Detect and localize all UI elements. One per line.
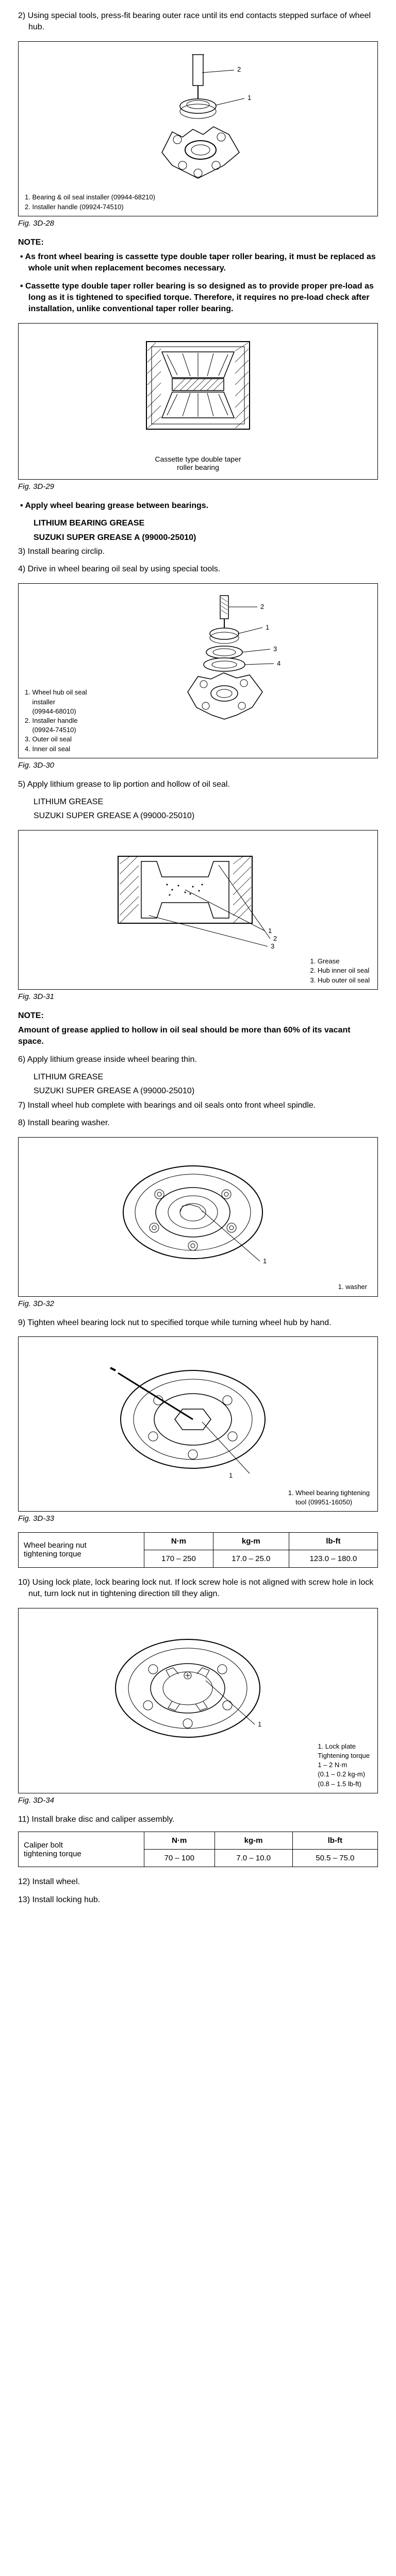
table-caliper-bolt-torque: Caliper bolt tightening torque N·m kg-m …	[18, 1832, 378, 1867]
figure-3d-30: 1 2 3 4 1. Wheel hub oil seal installer …	[18, 583, 378, 758]
svg-text:1: 1	[266, 623, 269, 631]
t1-h2: kg-m	[213, 1532, 289, 1550]
t1-rowlabel: Wheel bearing nut tightening torque	[19, 1532, 144, 1567]
diagram-oil-seal-drive: 1 2 3 4	[87, 591, 309, 736]
svg-text:1: 1	[248, 94, 251, 101]
svg-text:1: 1	[263, 1257, 267, 1265]
t2-v2: 7.0 – 10.0	[214, 1850, 292, 1867]
table-bearing-nut-torque: Wheel bearing nut tightening torque N·m …	[18, 1532, 378, 1568]
step-7: 7) Install wheel hub complete with beari…	[18, 1100, 378, 1111]
figure-3d-31: 1 2 3 1. Grease 2. Hub inner oil seal 3.…	[18, 830, 378, 990]
svg-text:2: 2	[273, 935, 277, 942]
t2-h1: N·m	[144, 1832, 214, 1850]
svg-text:3: 3	[271, 942, 274, 950]
t2-h3: lb-ft	[292, 1832, 377, 1850]
grease-spec-2: SUZUKI SUPER GREASE A (99000-25010)	[18, 532, 378, 544]
step-11: 11) Install brake disc and caliper assem…	[18, 1814, 378, 1825]
svg-text:1: 1	[229, 1471, 233, 1479]
diagram-cassette-bearing	[116, 331, 280, 450]
fig-30-legend: 1. Wheel hub oil seal installer (09944-6…	[25, 688, 87, 753]
t1-v2: 17.0 – 25.0	[213, 1550, 289, 1567]
step-4: 4) Drive in wheel bearing oil seal by us…	[18, 564, 378, 575]
step-6: 6) Apply lithium grease inside wheel bea…	[18, 1054, 378, 1065]
svg-text:1: 1	[258, 1720, 261, 1728]
fig-31-label: Fig. 3D-31	[18, 992, 378, 1001]
t1-v1: 170 – 250	[144, 1550, 213, 1567]
note1-bullet-2: Cassette type double taper roller bearin…	[18, 281, 378, 315]
figure-3d-28: 1 2 1. Bearing & oil seal installer (099…	[18, 41, 378, 216]
svg-text:4: 4	[277, 659, 280, 667]
step-9: 9) Tighten wheel bearing lock nut to spe…	[18, 1317, 378, 1329]
step-13: 13) Install locking hub.	[18, 1894, 378, 1906]
fig-33-legend: 1. Wheel bearing tightening tool (09951-…	[288, 1488, 370, 1507]
step-12: 12) Install wheel.	[18, 1876, 378, 1888]
diagram-press-fit: 1 2	[95, 49, 301, 194]
step6-spec-2: SUZUKI SUPER GREASE A (99000-25010)	[18, 1086, 378, 1097]
figure-3d-33: 1 1. Wheel bearing tightening tool (0995…	[18, 1336, 378, 1512]
note2-text: Amount of grease applied to hollow in oi…	[18, 1025, 378, 1048]
fig-30-label: Fig. 3D-30	[18, 761, 378, 770]
step5-spec-2: SUZUKI SUPER GREASE A (99000-25010)	[18, 810, 378, 822]
figure-3d-34: 1 1. Lock plate Tightening torque 1 – 2 …	[18, 1608, 378, 1793]
t1-v3: 123.0 – 180.0	[289, 1550, 377, 1567]
t2-h2: kg-m	[214, 1832, 292, 1850]
svg-text:2: 2	[237, 65, 241, 73]
t1-h1: N·m	[144, 1532, 213, 1550]
figure-3d-32: 1 1. washer	[18, 1137, 378, 1297]
svg-text:1: 1	[268, 927, 272, 935]
diagram-lock-plate: 1	[90, 1616, 306, 1760]
diagram-grease-seal-section: 1 2 3	[90, 838, 306, 962]
figure-3d-29: Cassette type double taper roller bearin…	[18, 323, 378, 480]
note1-bullet-1: As front wheel bearing is cassette type …	[18, 251, 378, 275]
grease-spec-1: LITHIUM BEARING GREASE	[18, 518, 378, 529]
diagram-tightening-tool: 1	[90, 1345, 306, 1489]
note-header-2: NOTE:	[18, 1011, 378, 1021]
fig-32-legend: 1. washer	[338, 1282, 367, 1292]
step-10: 10) Using lock plate, lock bearing lock …	[18, 1577, 378, 1600]
fig-33-label: Fig. 3D-33	[18, 1514, 378, 1523]
fig-31-legend: 1. Grease 2. Hub inner oil seal 3. Hub o…	[310, 957, 370, 985]
note-header-1: NOTE:	[18, 238, 378, 247]
diagram-bearing-washer: 1	[90, 1145, 306, 1279]
t2-v1: 70 – 100	[144, 1850, 214, 1867]
svg-text:3: 3	[273, 645, 277, 653]
t2-rowlabel: Caliper bolt tightening torque	[19, 1832, 144, 1867]
fig-28-legend: 1. Bearing & oil seal installer (09944-6…	[25, 193, 155, 211]
fig-29-label: Fig. 3D-29	[18, 482, 378, 491]
step-8: 8) Install bearing washer.	[18, 1117, 378, 1129]
apply-grease-bullet: Apply wheel bearing grease between beari…	[18, 500, 378, 512]
fig-34-legend: 1. Lock plate Tightening torque 1 – 2 N·…	[318, 1742, 370, 1789]
step-5: 5) Apply lithium grease to lip portion a…	[18, 779, 378, 790]
fig-28-label: Fig. 3D-28	[18, 219, 378, 228]
step6-spec-1: LITHIUM GREASE	[18, 1072, 378, 1083]
step5-spec-1: LITHIUM GREASE	[18, 796, 378, 808]
step-2: 2) Using special tools, press-fit bearin…	[18, 10, 378, 33]
fig-32-label: Fig. 3D-32	[18, 1299, 378, 1308]
fig-34-label: Fig. 3D-34	[18, 1796, 378, 1805]
fig-29-caption: Cassette type double taper roller bearin…	[26, 455, 370, 471]
step-3: 3) Install bearing circlip.	[18, 546, 378, 557]
t1-h3: lb-ft	[289, 1532, 377, 1550]
svg-text:2: 2	[260, 603, 264, 611]
t2-v3: 50.5 – 75.0	[292, 1850, 377, 1867]
